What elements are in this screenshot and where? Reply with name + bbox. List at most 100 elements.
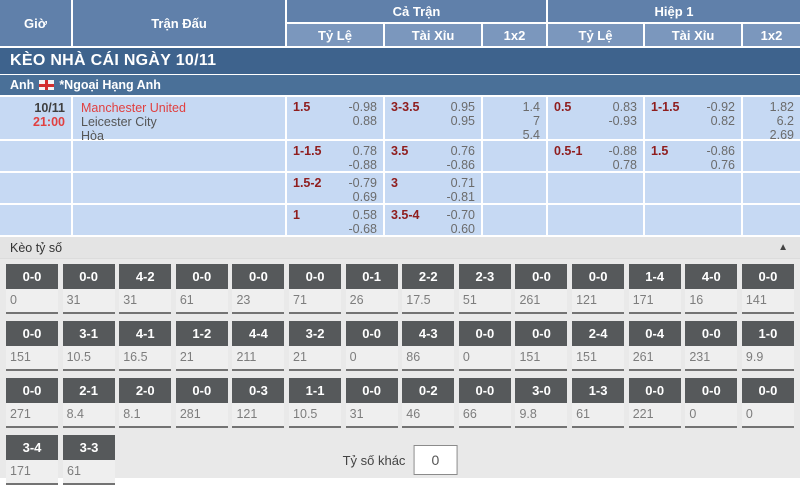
score-badge[interactable]: 0-0 <box>458 378 511 403</box>
score-tile[interactable]: 0-0 151 <box>515 321 568 371</box>
score-badge[interactable]: 0-0 <box>62 264 115 289</box>
score-tile[interactable]: 0-0 231 <box>685 321 738 371</box>
score-badge[interactable]: 2-4 <box>572 321 625 346</box>
score-tile[interactable]: 3-0 9.8 <box>515 378 568 428</box>
score-badge[interactable]: 1-0 <box>741 321 794 346</box>
score-badge[interactable]: 3-2 <box>289 321 342 346</box>
score-badge[interactable]: 0-1 <box>345 264 398 289</box>
odds-value[interactable]: 0.88 <box>352 114 377 128</box>
score-tile[interactable]: 1-1 10.5 <box>289 378 342 428</box>
ft-overunder-cell[interactable]: 3-3.5 0.95 0.95 <box>385 97 481 139</box>
score-badge[interactable]: 0-0 <box>232 264 285 289</box>
score-badge[interactable]: 3-0 <box>515 378 568 403</box>
score-badge[interactable]: 3-3 <box>63 435 115 460</box>
score-badge[interactable]: 0-2 <box>402 378 455 403</box>
score-tile[interactable]: 2-1 8.4 <box>62 378 115 428</box>
odds-value[interactable]: 0.95 <box>450 100 475 114</box>
score-badge[interactable]: 0-0 <box>6 321 58 346</box>
collapse-arrow-icon[interactable]: ▲ <box>778 242 788 253</box>
score-tile[interactable]: 0-0 271 <box>6 378 58 428</box>
score-badge[interactable]: 0-0 <box>515 321 568 346</box>
score-badge[interactable]: 0-0 <box>741 264 794 289</box>
draw-label[interactable]: Hòa <box>81 129 104 143</box>
score-tile[interactable]: 3-4 171 <box>6 435 58 485</box>
score-tile[interactable]: 0-1 26 <box>345 264 398 314</box>
h1-handicap-cell[interactable]: 0.5-1 -0.88 0.78 <box>548 141 643 172</box>
score-tile[interactable]: 0-0 0 <box>345 321 398 371</box>
score-tile[interactable]: 0-0 66 <box>458 378 511 428</box>
score-badge[interactable]: 4-1 <box>119 321 172 346</box>
score-tile[interactable]: 3-2 21 <box>289 321 342 371</box>
score-badge[interactable]: 4-2 <box>119 264 172 289</box>
score-tile[interactable]: 3-3 61 <box>63 435 115 485</box>
ft-handicap-cell[interactable]: 1 0.58 -0.68 <box>287 205 383 236</box>
score-badge[interactable]: 0-0 <box>458 321 511 346</box>
score-tile[interactable]: 0-0 23 <box>232 264 285 314</box>
odds-value[interactable]: 2.69 <box>769 128 794 142</box>
score-tile[interactable]: 0-0 121 <box>572 264 625 314</box>
league-bar[interactable]: Anh *Ngoại Hạng Anh <box>0 75 800 95</box>
score-tile[interactable]: 0-0 221 <box>628 378 681 428</box>
score-tile[interactable]: 0-0 261 <box>515 264 568 314</box>
score-tile[interactable]: 0-0 71 <box>289 264 342 314</box>
odds-value[interactable]: 6.2 <box>776 114 794 128</box>
score-badge[interactable]: 3-1 <box>62 321 115 346</box>
score-tile[interactable]: 0-0 31 <box>345 378 398 428</box>
score-badge[interactable]: 2-2 <box>402 264 455 289</box>
h1-handicap-cell[interactable]: 0.5 0.83 -0.93 <box>548 97 643 139</box>
odds-value[interactable]: -0.92 <box>706 100 736 114</box>
odds-value[interactable]: -0.88 <box>608 144 638 158</box>
score-tile[interactable]: 1-4 171 <box>628 264 681 314</box>
score-badge[interactable]: 2-1 <box>62 378 115 403</box>
score-badge[interactable]: 0-0 <box>572 264 625 289</box>
ft-overunder-cell[interactable]: 3.5-4 -0.70 0.60 <box>385 205 481 236</box>
ft-overunder-cell[interactable]: 3.5 0.76 -0.86 <box>385 141 481 172</box>
score-tile[interactable]: 0-0 0 <box>741 378 794 428</box>
score-badge[interactable]: 4-0 <box>685 264 738 289</box>
score-tile[interactable]: 4-0 16 <box>685 264 738 314</box>
odds-value[interactable]: 1.82 <box>769 100 794 114</box>
score-badge[interactable]: 3-4 <box>6 435 58 460</box>
odds-value[interactable]: -0.81 <box>446 190 476 204</box>
correct-score-header[interactable]: Kèo tỷ số ▲ <box>0 237 800 259</box>
score-tile[interactable]: 2-2 17.5 <box>402 264 455 314</box>
score-badge[interactable]: 4-4 <box>232 321 285 346</box>
ft-overunder-cell[interactable]: 3 0.71 -0.81 <box>385 173 481 204</box>
home-team[interactable]: Manchester United <box>81 101 186 115</box>
odds-value[interactable]: -0.79 <box>348 176 378 190</box>
score-badge[interactable]: 0-4 <box>628 321 681 346</box>
score-tile[interactable]: 2-3 51 <box>458 264 511 314</box>
odds-value[interactable]: 0.58 <box>352 208 377 222</box>
score-tile[interactable]: 1-0 9.9 <box>741 321 794 371</box>
odds-value[interactable]: 0.76 <box>710 158 735 172</box>
odds-value[interactable]: 0.78 <box>352 144 377 158</box>
score-badge[interactable]: 0-0 <box>628 378 681 403</box>
odds-value[interactable]: 0.76 <box>450 144 475 158</box>
ft-1x2-cell[interactable]: 1.4 7 5.4 <box>483 97 546 142</box>
score-tile[interactable]: 0-4 261 <box>628 321 681 371</box>
score-badge[interactable]: 1-3 <box>572 378 625 403</box>
odds-value[interactable]: -0.88 <box>348 158 378 172</box>
ft-handicap-cell[interactable]: 1-1.5 0.78 -0.88 <box>287 141 383 172</box>
away-team[interactable]: Leicester City <box>81 115 157 129</box>
score-badge[interactable]: 4-3 <box>402 321 455 346</box>
match-teams-cell[interactable]: Manchester United Leicester City Hòa <box>73 97 285 143</box>
odds-value[interactable]: -0.98 <box>348 100 378 114</box>
other-score-input[interactable] <box>413 445 458 475</box>
score-tile[interactable]: 0-0 141 <box>741 264 794 314</box>
ft-handicap-cell[interactable]: 1.5 -0.98 0.88 <box>287 97 383 139</box>
score-badge[interactable]: 0-0 <box>6 378 58 403</box>
score-tile[interactable]: 0-0 61 <box>175 264 228 314</box>
score-tile[interactable]: 4-3 86 <box>402 321 455 371</box>
score-badge[interactable]: 0-0 <box>685 378 738 403</box>
score-tile[interactable]: 4-4 211 <box>232 321 285 371</box>
score-badge[interactable]: 2-3 <box>458 264 511 289</box>
score-badge[interactable]: 0-0 <box>6 264 58 289</box>
score-tile[interactable]: 2-0 8.1 <box>119 378 172 428</box>
ft-handicap-cell[interactable]: 1.5-2 -0.79 0.69 <box>287 173 383 204</box>
h1-1x2-cell[interactable]: 1.82 6.2 2.69 <box>743 97 800 142</box>
odds-value[interactable]: -0.86 <box>706 144 736 158</box>
h1-overunder-cell[interactable]: 1.5 -0.86 0.76 <box>645 141 741 172</box>
odds-value[interactable]: 0.71 <box>450 176 475 190</box>
score-tile[interactable]: 0-0 0 <box>685 378 738 428</box>
